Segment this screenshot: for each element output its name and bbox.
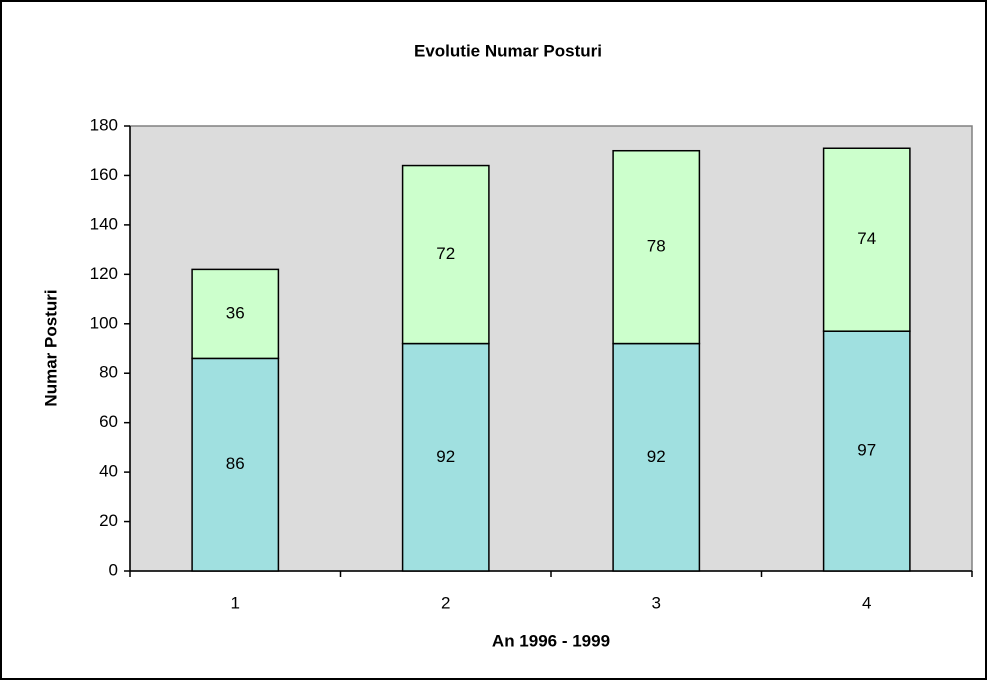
x-tick-label: 2 (441, 593, 450, 612)
y-tick-label: 0 (109, 560, 118, 579)
y-tick-label: 180 (90, 115, 118, 134)
x-tick-label: 1 (231, 593, 240, 612)
bar-segment (822, 147, 911, 332)
data-label: 92 (436, 447, 455, 466)
y-tick-label: 140 (90, 214, 118, 233)
bar-segment (191, 268, 280, 360)
y-tick-label: 80 (99, 363, 118, 382)
y-tick-label: 20 (99, 511, 118, 530)
bar-segment (401, 342, 490, 572)
x-tick-label: 3 (652, 593, 661, 612)
data-label: 78 (647, 237, 666, 256)
bar-segment (822, 330, 911, 572)
data-label: 72 (436, 244, 455, 263)
data-label: 74 (857, 229, 876, 248)
y-axis-label: Numar Posturi (41, 289, 60, 406)
y-tick-label: 120 (90, 264, 118, 283)
y-tick-label: 160 (90, 165, 118, 184)
bar-segment (612, 149, 701, 345)
y-tick-label: 100 (90, 313, 118, 332)
bar-segment (401, 164, 490, 345)
x-axis-label: An 1996 - 1999 (492, 631, 610, 650)
data-label: 86 (226, 454, 245, 473)
y-tick-label: 40 (99, 462, 118, 481)
data-label: 97 (857, 441, 876, 460)
data-label: 92 (647, 447, 666, 466)
data-label: 36 (226, 303, 245, 322)
x-tick-label: 4 (862, 593, 871, 612)
y-tick-label: 60 (99, 412, 118, 431)
bar-segment (191, 357, 280, 572)
chart-title: Evolutie Numar Posturi (414, 41, 602, 60)
